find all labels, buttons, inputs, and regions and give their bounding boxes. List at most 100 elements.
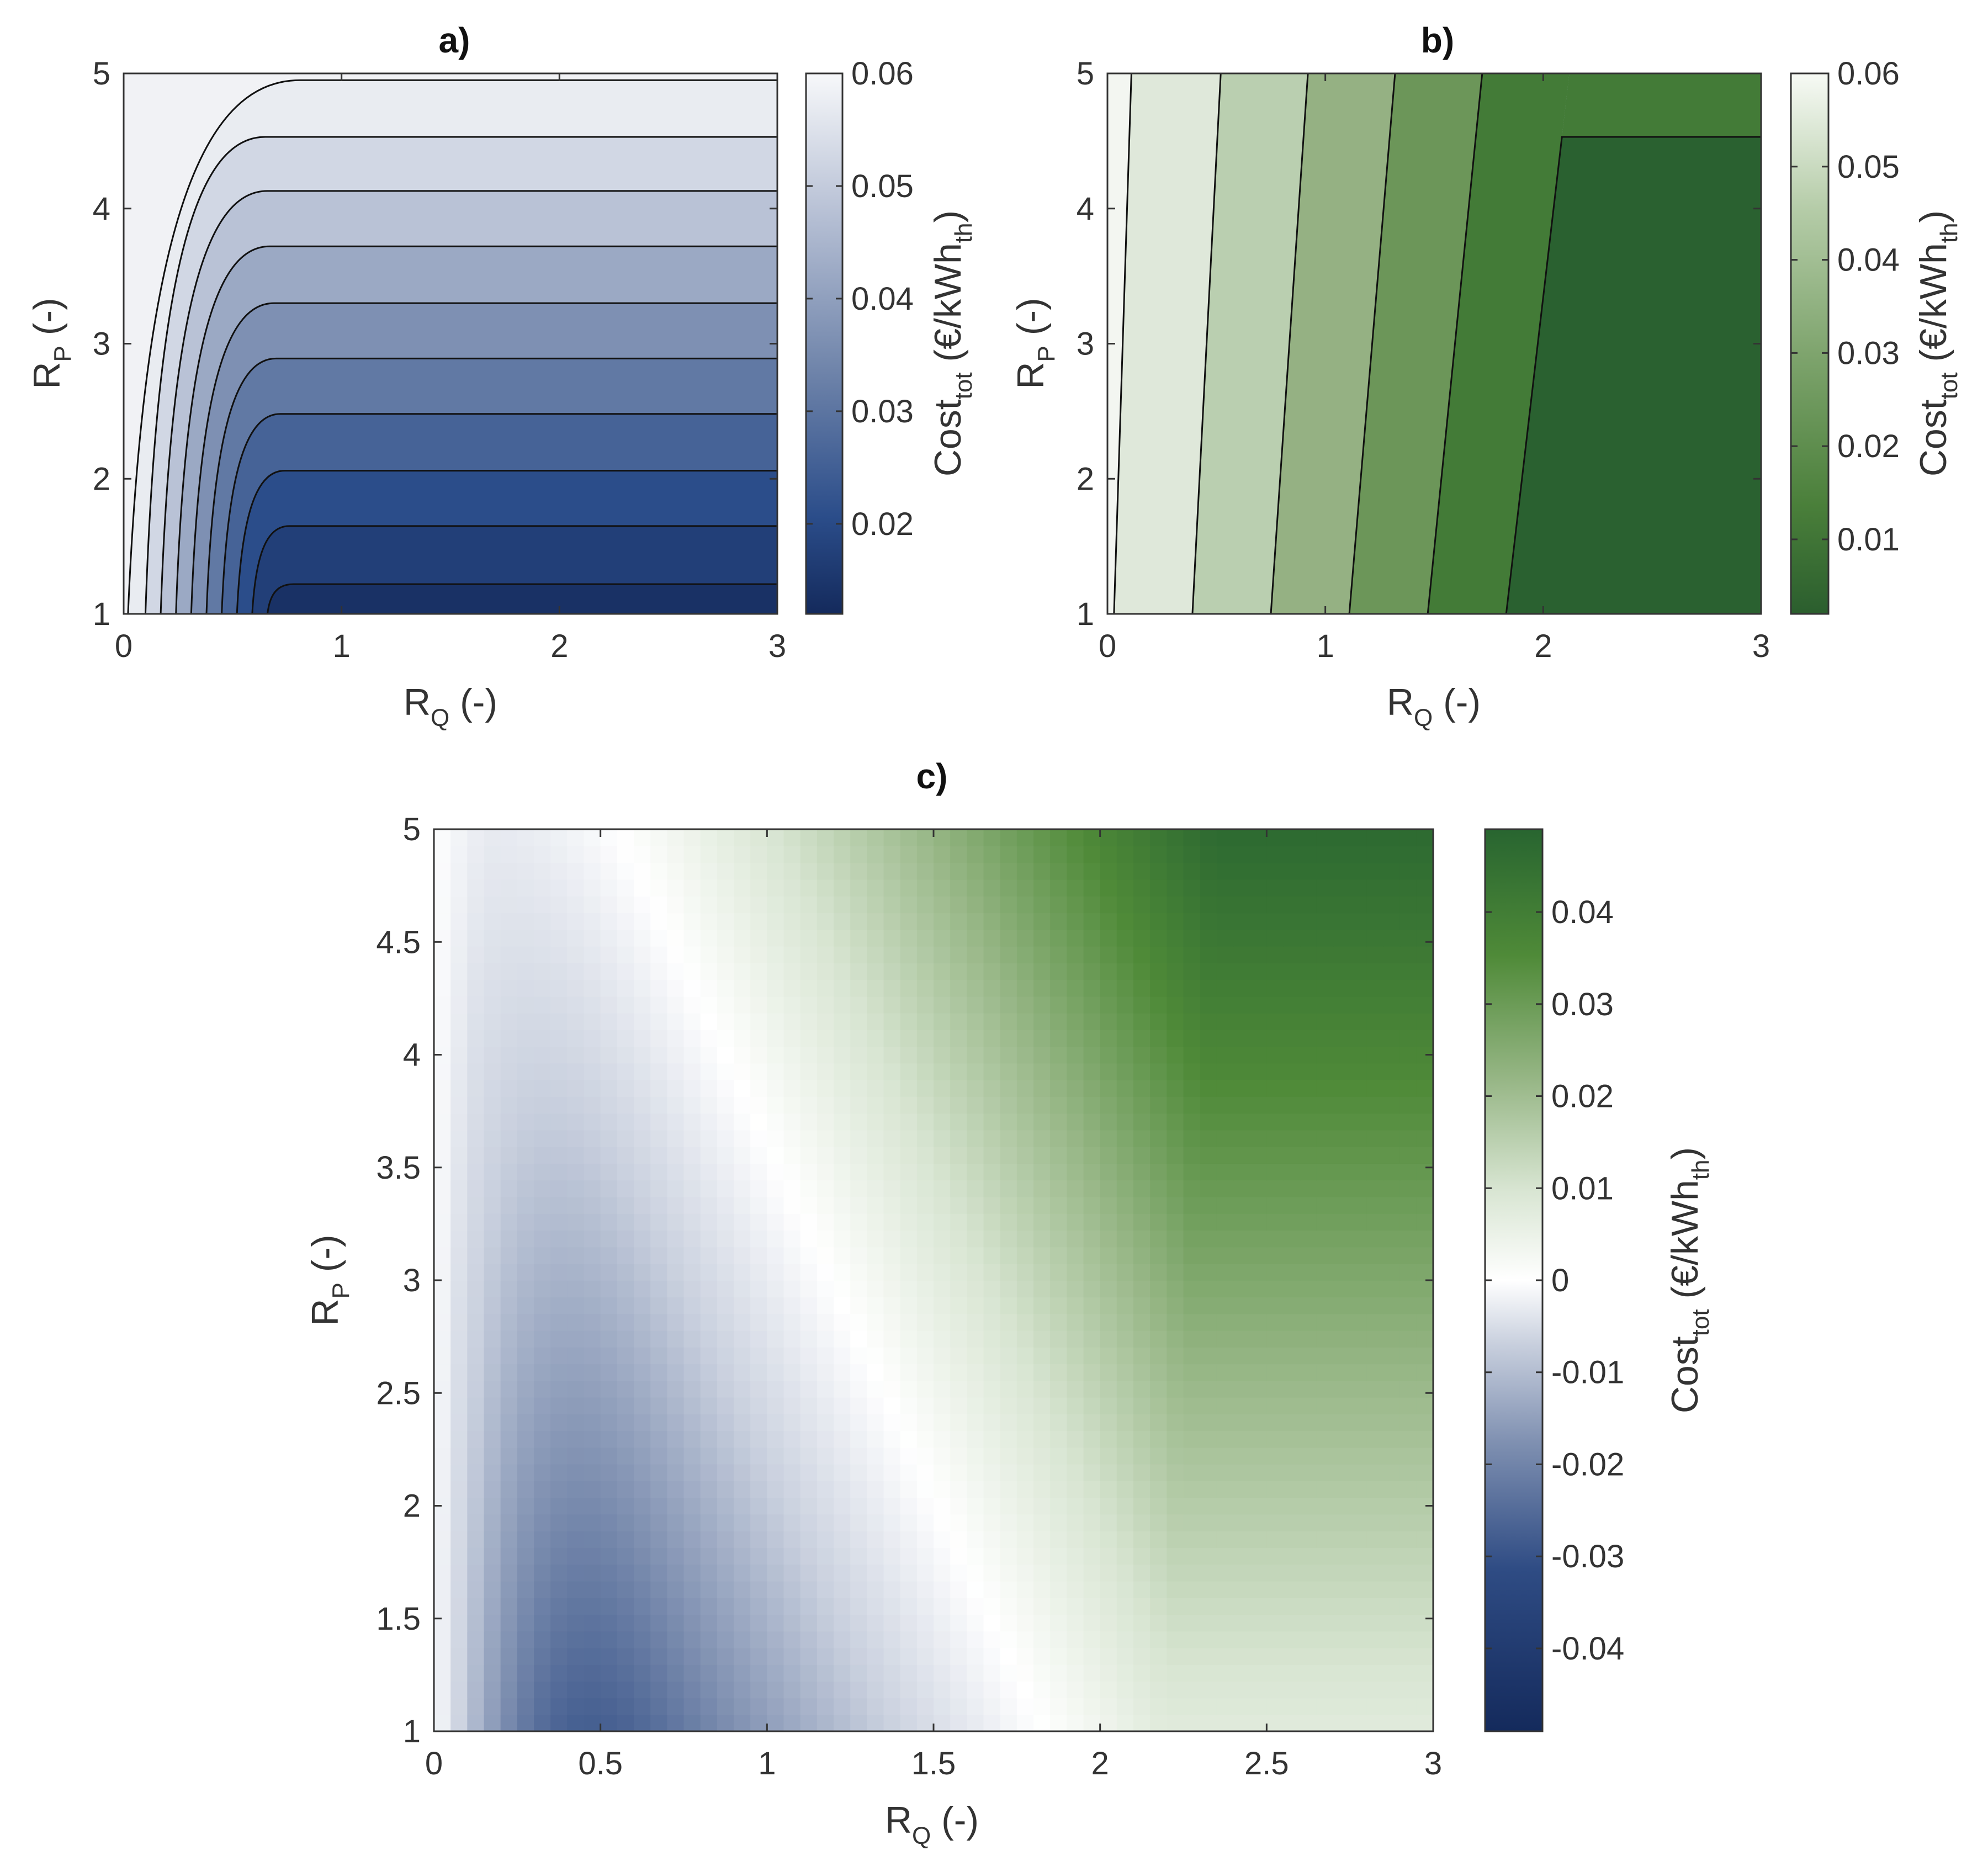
panel-c-heatmap-cell — [950, 1497, 968, 1515]
panel-c-heatmap-cell — [500, 1146, 518, 1164]
panel-c-heatmap-cell — [617, 913, 634, 930]
panel-c-heatmap-cell — [950, 1547, 968, 1565]
panel-c-heatmap-cell — [1366, 1514, 1384, 1531]
panel-c-heatmap-cell — [1250, 1364, 1268, 1381]
panel-c-heatmap-cell — [467, 1464, 485, 1481]
panel-c-heatmap-cell — [934, 963, 951, 980]
panel-c-heatmap-cell — [500, 996, 518, 1014]
panel-c-heatmap-cell — [1200, 846, 1217, 863]
panel-c-heatmap-cell — [967, 1564, 984, 1582]
panel-c-heatmap-cell — [1067, 1063, 1084, 1080]
panel-c-heatmap-cell — [1283, 1447, 1301, 1465]
panel-c-heatmap-cell — [667, 1447, 685, 1465]
panel-c-heatmap-cell — [1300, 1079, 1317, 1097]
panel-c-heatmap-cell — [1067, 1096, 1084, 1114]
panel-c-heatmap-cell — [867, 1714, 884, 1732]
panel-c-heatmap-cell — [534, 1514, 551, 1531]
panel-c-heatmap-cell — [783, 896, 801, 914]
panel-c-heatmap-cell — [1150, 1430, 1168, 1448]
panel-b-colorbar-tick-label: 0.04 — [1837, 242, 1900, 278]
panel-c-heatmap-cell — [434, 996, 451, 1014]
panel-c-heatmap-cell — [700, 996, 718, 1014]
panel-c-heatmap-cell — [484, 1247, 501, 1264]
panel-c-heatmap-cell — [517, 1681, 534, 1699]
panel-c-heatmap-cell — [1216, 1631, 1234, 1648]
panel-c-heatmap-cell — [650, 1247, 668, 1264]
panel-c-heatmap-cell — [617, 1481, 634, 1498]
panel-c-heatmap-cell — [817, 1497, 834, 1515]
panel-c-heatmap-cell — [1100, 1698, 1117, 1715]
panel-c-heatmap-cell — [817, 1547, 834, 1565]
panel-c-heatmap-cell — [967, 1581, 984, 1598]
panel-c-heatmap-cell — [983, 1497, 1001, 1515]
panel-c-heatmap-cell — [1333, 1514, 1350, 1531]
panel-c-heatmap-cell — [1416, 1447, 1434, 1465]
panel-c-heatmap-cell — [517, 829, 534, 847]
panel-c-heatmap-cell — [1399, 1046, 1417, 1064]
panel-c-heatmap-cell — [500, 896, 518, 914]
panel-c-heatmap-cell — [1016, 1180, 1034, 1197]
panel-c-heatmap-cell — [850, 946, 868, 963]
panel-c-heatmap-cell — [717, 1012, 734, 1030]
panel-c-heatmap-cell — [1383, 846, 1401, 863]
panel-c-heatmap-cell — [1000, 979, 1017, 997]
panel-c-heatmap-cell — [467, 1012, 485, 1030]
panel-c-heatmap-cell — [1366, 1614, 1384, 1632]
panel-c-heatmap-cell — [500, 979, 518, 997]
panel-c-heatmap-cell — [1316, 1180, 1334, 1197]
panel-c-heatmap-cell — [517, 1364, 534, 1381]
panel-c-heatmap-cell — [600, 896, 618, 914]
panel-c-heatmap-cell — [600, 1364, 618, 1381]
panel-c-heatmap-cell — [934, 979, 951, 997]
panel-c-heatmap-cell — [1300, 1263, 1317, 1281]
panel-c-heatmap-cell — [667, 1530, 685, 1548]
panel-c-heatmap-cell — [900, 1263, 918, 1281]
panel-c-heatmap-cell — [1050, 1113, 1068, 1131]
panel-c-heatmap-cell — [750, 1614, 768, 1632]
panel-c-heatmap-cell — [817, 1631, 834, 1648]
panel-c-heatmap-cell — [484, 829, 501, 847]
panel-c-heatmap-cell — [1399, 979, 1417, 997]
panel-c-heatmap-cell — [1000, 1330, 1017, 1348]
panel-c-heatmap-cell — [550, 1163, 568, 1181]
panel-c-heatmap-cell — [734, 1530, 751, 1548]
panel-c-heatmap-cell — [1383, 963, 1401, 980]
panel-c-heatmap-cell — [517, 846, 534, 863]
panel-c-heatmap-cell — [883, 896, 901, 914]
panel-c-heatmap-cell — [634, 862, 651, 880]
panel-c-heatmap-cell — [534, 1079, 551, 1097]
panel-c-heatmap-cell — [567, 1213, 585, 1231]
panel-c-heatmap-cell — [1016, 1664, 1034, 1682]
panel-c-heatmap-cell — [1216, 1430, 1234, 1448]
panel-c-heatmap-cell — [500, 1564, 518, 1582]
panel-c-heatmap-cell — [667, 1714, 685, 1732]
panel-c-heatmap-cell — [1350, 1364, 1367, 1381]
panel-c-heatmap-cell — [1083, 1012, 1101, 1030]
panel-c-heatmap-cell — [1100, 1146, 1117, 1164]
panel-c-heatmap-cell — [700, 1414, 718, 1431]
panel-c-heatmap-cell — [1167, 1564, 1184, 1582]
panel-c-heatmap-cell — [550, 1614, 568, 1632]
panel-c-heatmap-cell — [934, 1514, 951, 1531]
panel-c-heatmap-cell — [667, 1030, 685, 1047]
panel-c-heatmap-cell — [967, 1714, 984, 1732]
panel-c-heatmap-cell — [617, 1447, 634, 1465]
panel-c-heatmap-cell — [767, 1631, 784, 1648]
panel-c-heatmap-cell — [567, 1380, 585, 1398]
panel-c-heatmap-cell — [534, 1681, 551, 1699]
panel-c-heatmap-cell — [450, 1063, 468, 1080]
panel-c-heatmap-cell — [683, 1714, 701, 1732]
panel-c-heatmap-cell — [750, 1714, 768, 1732]
panel-c-heatmap-cell — [916, 1530, 934, 1548]
panel-c-heatmap-cell — [1416, 1681, 1434, 1699]
panel-c-heatmap-cell — [1366, 1397, 1384, 1414]
panel-c-heatmap-cell — [850, 1547, 868, 1565]
panel-c-heatmap-cell — [1033, 1714, 1051, 1732]
panel-c-heatmap-cell — [1167, 929, 1184, 947]
panel-c-heatmap-cell — [600, 1313, 618, 1331]
panel-c-heatmap-cell — [1116, 1530, 1134, 1548]
panel-c-heatmap-cell — [967, 896, 984, 914]
panel-c-heatmap-cell — [1016, 1012, 1034, 1030]
panel-a-x-axis-label: RQ (-) — [404, 681, 497, 731]
panel-c-heatmap-cell — [517, 963, 534, 980]
